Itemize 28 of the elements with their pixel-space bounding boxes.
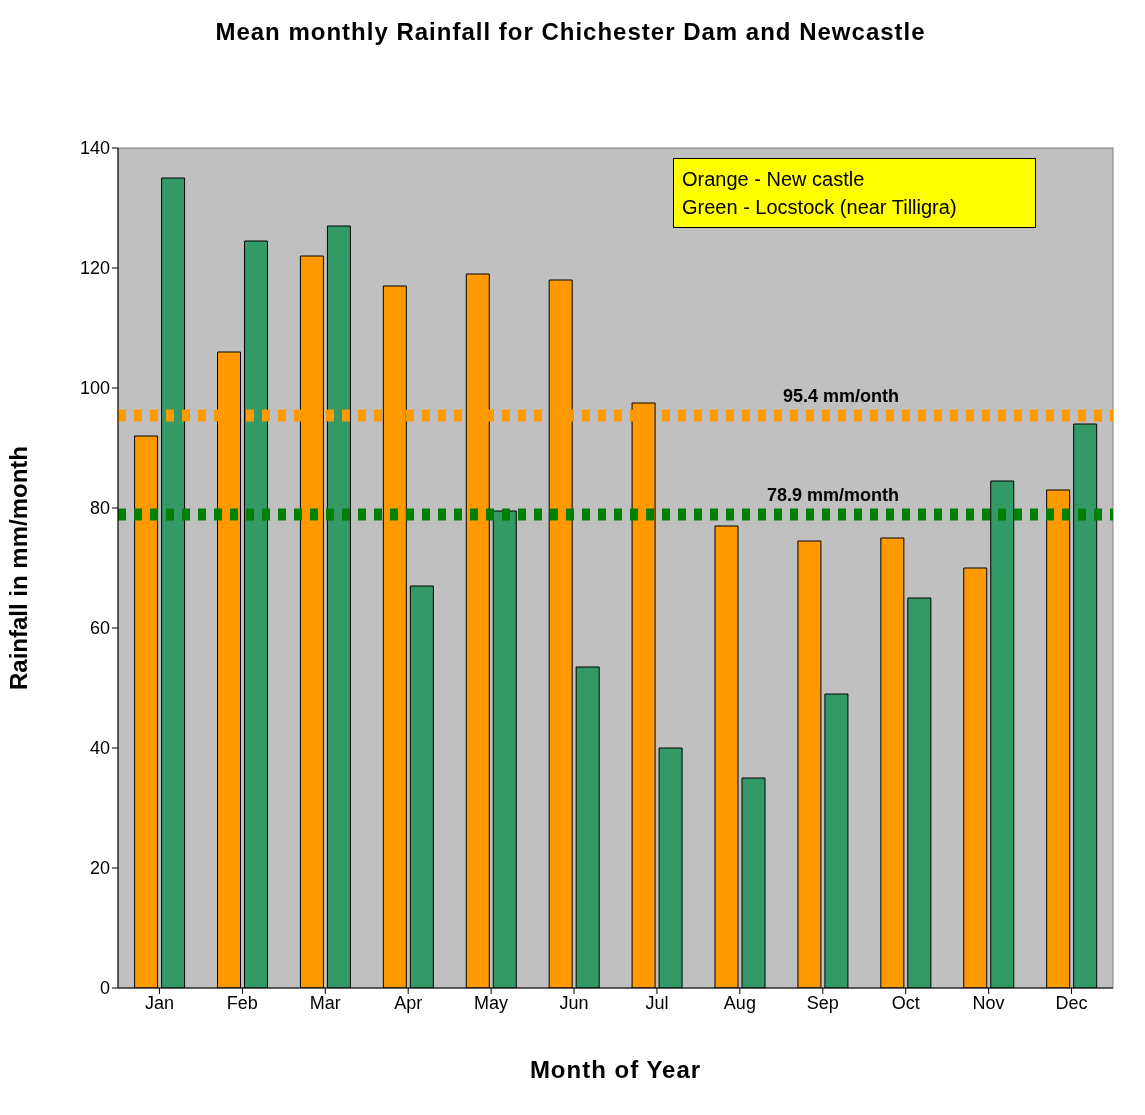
y-tick-label: 120 bbox=[79, 258, 110, 279]
x-tick-label: Jul bbox=[645, 992, 669, 1013]
annotation: Green - Locstock (near Tilligra) bbox=[682, 195, 958, 220]
x-tick-label: Mar bbox=[309, 992, 341, 1013]
chart-title: Mean monthly Rainfall for Chichester Dam and Newcastle bbox=[214, 17, 927, 47]
ref-line-label: 95.4 mm/onth bbox=[782, 385, 899, 406]
y-tick-label: 20 bbox=[89, 858, 110, 879]
annotation: Orange - New castle bbox=[682, 167, 866, 192]
y-tick-label: 40 bbox=[89, 738, 110, 759]
y-tick-label: 80 bbox=[89, 498, 110, 519]
x-tick-label: Feb bbox=[226, 992, 258, 1013]
y-tick-label: 0 bbox=[99, 978, 110, 999]
x-tick-label: May bbox=[474, 992, 509, 1013]
x-tick-label: Nov bbox=[972, 992, 1005, 1013]
x-tick-label: Oct bbox=[891, 992, 920, 1013]
x-tick-label: Aug bbox=[723, 992, 756, 1013]
y-tick-label: 100 bbox=[79, 378, 110, 399]
x-tick-label: Sep bbox=[806, 992, 839, 1013]
note-box: Orange - New castle Green - Locstock (near Tilligra) bbox=[673, 158, 1036, 228]
ref-line-label: 78.9 mm/month bbox=[766, 484, 899, 505]
x-tick-label: Jan bbox=[144, 992, 174, 1013]
x-tick-label: Apr bbox=[394, 992, 423, 1013]
y-tick-label: 140 bbox=[79, 138, 110, 159]
x-tick-label: Dec bbox=[1055, 992, 1088, 1013]
y-tick-label: 60 bbox=[89, 618, 110, 639]
x-tick-label: Jun bbox=[559, 992, 589, 1013]
y-axis-title: Rainfall in mm/month bbox=[4, 445, 32, 691]
x-axis-title: Month of Year bbox=[529, 1056, 702, 1083]
